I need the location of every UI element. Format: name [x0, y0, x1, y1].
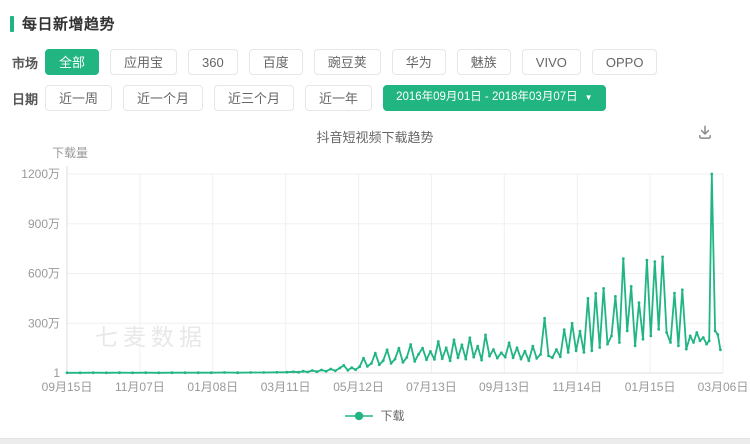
date-preset-0[interactable]: 近一周 — [45, 85, 113, 111]
svg-text:05月12日: 05月12日 — [333, 380, 384, 394]
bottom-divider — [0, 438, 750, 444]
y-axis-labels: 1200万 900万 600万 300万 1 — [21, 167, 60, 380]
svg-text:09月13日: 09月13日 — [479, 380, 530, 394]
section-accent-bar — [10, 15, 14, 32]
market-option-7[interactable]: VIVO — [521, 49, 581, 75]
svg-text:600万: 600万 — [28, 267, 60, 281]
svg-text:01月08日: 01月08日 — [187, 380, 238, 394]
chart-title: 抖音短视频下载趋势 — [316, 130, 434, 145]
market-filter-group: 全部 应用宝 360 百度 豌豆荚 华为 魅族 VIVO OPPO — [45, 49, 658, 75]
market-option-1[interactable]: 应用宝 — [110, 49, 178, 75]
section-header: 每日新增趋势 — [10, 13, 115, 34]
svg-text:07月13日: 07月13日 — [406, 380, 457, 394]
y-axis-title: 下载量 — [52, 146, 88, 160]
x-axis-labels: 09月15日 11月07日 01月08日 03月11日 05月12日 07月13日 09月1… — [42, 380, 749, 394]
svg-text:1200万: 1200万 — [21, 167, 60, 181]
market-filter-row: 市场 全部 应用宝 360 百度 豌豆荚 华为 魅族 VIVO OPPO — [12, 49, 658, 75]
market-option-2[interactable]: 360 — [188, 49, 238, 75]
date-preset-3[interactable]: 近一年 — [305, 85, 373, 111]
market-filter-label: 市场 — [12, 55, 39, 71]
legend-marker-icon — [345, 411, 374, 420]
market-option-6[interactable]: 魅族 — [456, 49, 511, 75]
date-filter-label: 日期 — [12, 91, 39, 107]
svg-text:11月07日: 11月07日 — [115, 380, 165, 394]
date-range-value: 2016年09月01日 - 2018年03月07日 — [396, 91, 578, 104]
svg-text:03月06日: 03月06日 — [698, 380, 749, 394]
svg-text:01月15日: 01月15日 — [625, 380, 676, 394]
download-icon[interactable] — [694, 121, 716, 146]
svg-text:09月15日: 09月15日 — [42, 380, 93, 394]
market-option-0[interactable]: 全部 — [45, 49, 100, 75]
svg-text:1: 1 — [53, 366, 60, 380]
date-range-dropdown[interactable]: 2016年09月01日 - 2018年03月07日 ▼ — [383, 85, 606, 111]
date-preset-1[interactable]: 近一个月 — [123, 85, 204, 111]
legend-label-0: 下载 — [380, 409, 405, 423]
market-option-8[interactable]: OPPO — [591, 49, 658, 75]
tray-arrow-down-icon — [699, 125, 711, 139]
chevron-down-icon: ▼ — [584, 93, 593, 102]
market-option-4[interactable]: 豌豆荚 — [313, 49, 381, 75]
watermark: 七麦数据 — [95, 324, 207, 350]
svg-text:03月11日: 03月11日 — [261, 380, 311, 394]
chart-legend[interactable]: 下载 — [0, 407, 750, 424]
date-filter-row: 日期 近一周 近一个月 近三个月 近一年 2016年09月01日 - 2018年03月0… — [12, 85, 606, 111]
date-preset-2[interactable]: 近三个月 — [214, 85, 295, 111]
market-option-5[interactable]: 华为 — [391, 49, 446, 75]
section-title: 每日新增趋势 — [22, 16, 116, 33]
series-downloads-markers — [65, 172, 722, 375]
svg-text:900万: 900万 — [28, 217, 60, 231]
market-option-3[interactable]: 百度 — [248, 49, 303, 75]
svg-text:11月14日: 11月14日 — [552, 380, 602, 394]
svg-text:300万: 300万 — [28, 316, 60, 330]
date-filter-group: 近一周 近一个月 近三个月 近一年 2016年09月01日 - 2018年03月07日 ▼ — [45, 85, 606, 111]
